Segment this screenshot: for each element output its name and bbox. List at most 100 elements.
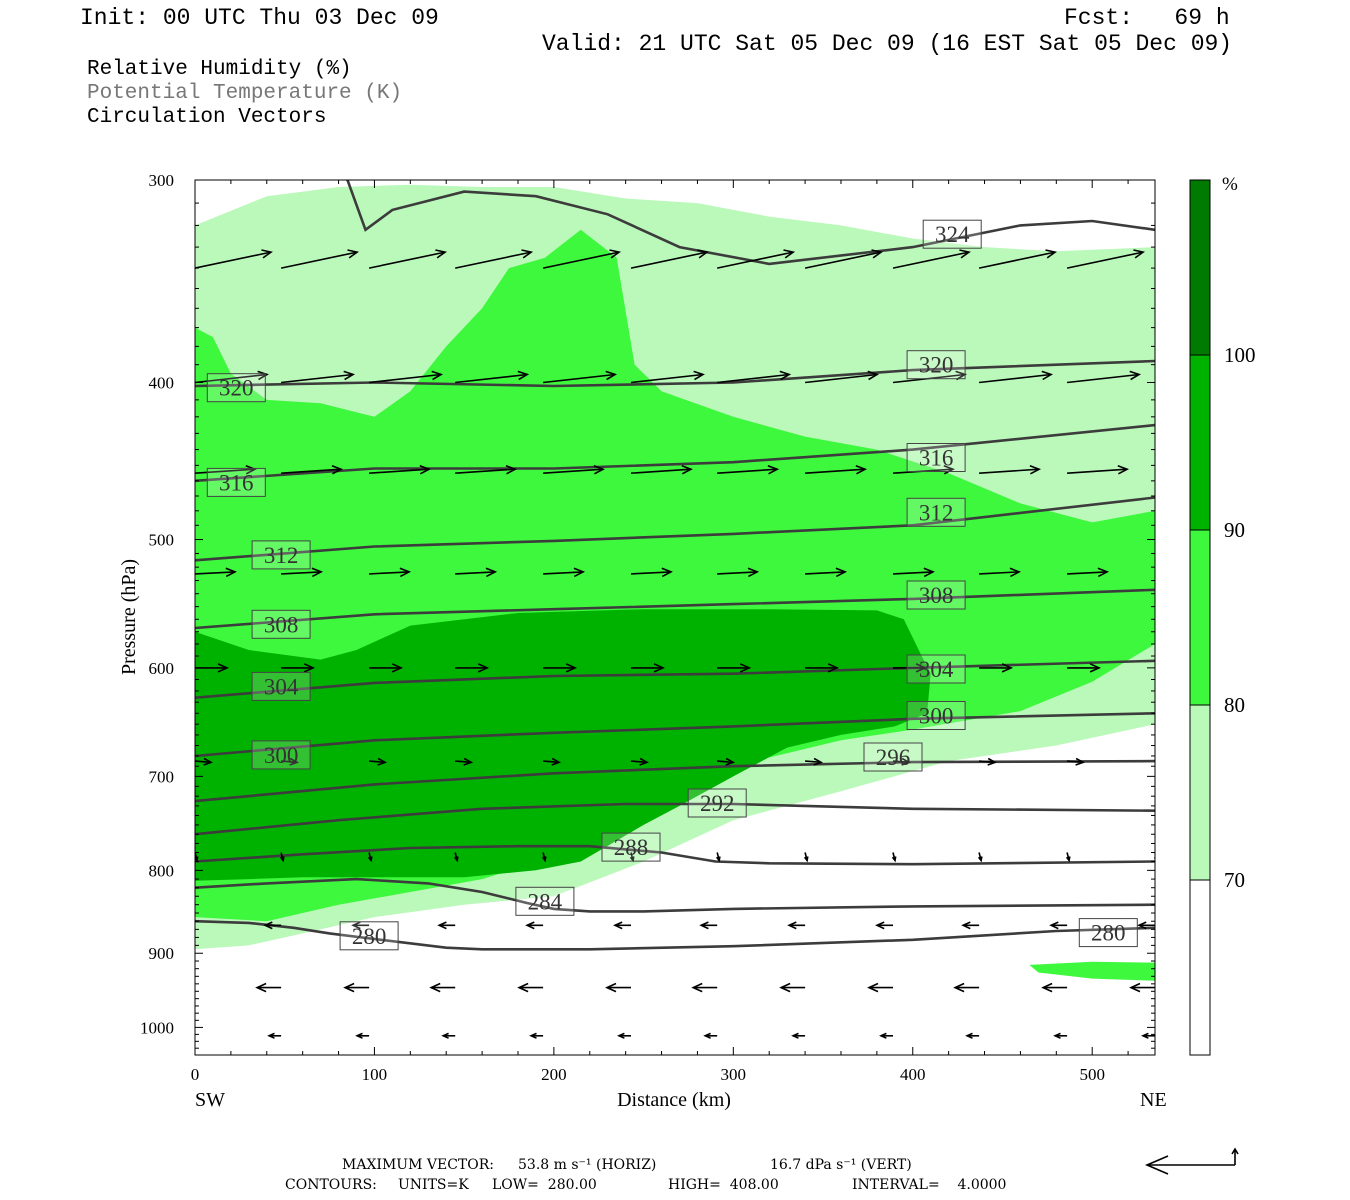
colorbar-swatch xyxy=(1189,354,1211,531)
contour-label-324: 324 xyxy=(922,219,982,249)
theta-contour-300 xyxy=(195,712,1155,758)
svg-text:300: 300 xyxy=(919,704,954,729)
circulation-vector xyxy=(1129,982,1155,993)
circulation-vector xyxy=(525,921,544,930)
svg-text:316: 316 xyxy=(219,470,254,495)
circulation-vector xyxy=(978,249,1058,269)
circulation-vector xyxy=(369,757,388,766)
circulation-vector xyxy=(630,567,673,578)
circulation-vector xyxy=(779,982,806,993)
colorbar-swatch xyxy=(1189,179,1211,356)
circulation-vector xyxy=(255,982,282,993)
plot-area xyxy=(183,180,1155,1055)
svg-text:288: 288 xyxy=(614,835,649,860)
colorbar-swatch xyxy=(1189,704,1211,881)
circulation-vector xyxy=(1067,663,1102,673)
circulation-vector xyxy=(1067,757,1086,766)
circulation-vector xyxy=(1067,567,1110,578)
y-tick-label: 700 xyxy=(149,767,175,786)
contour-label-304: 304 xyxy=(251,671,311,701)
x-axis-label: Distance (km) xyxy=(617,1089,731,1111)
colorbar: 100 90 80 70 xyxy=(1189,179,1256,1056)
contour-label-292: 292 xyxy=(687,788,747,818)
svg-text:292: 292 xyxy=(700,791,735,816)
svg-text:296: 296 xyxy=(876,745,911,770)
legend-vectors: Circulation Vectors xyxy=(87,106,327,129)
circulation-vector xyxy=(1049,921,1068,930)
svg-text:320: 320 xyxy=(919,353,954,378)
colorbar-tick-label: 100 xyxy=(1224,343,1256,367)
theta-contour-296 xyxy=(195,759,1155,803)
theta-contour-292 xyxy=(195,802,1155,836)
circulation-vector xyxy=(805,464,868,475)
circulation-vector xyxy=(195,567,237,578)
theta-contour-312 xyxy=(195,496,1155,562)
circulation-vector xyxy=(351,921,370,930)
x-tick-label: 0 xyxy=(191,1065,200,1084)
circulation-vector xyxy=(961,921,980,930)
legend-rh: Relative Humidity (%) xyxy=(87,58,352,81)
reference-vector-icon xyxy=(1144,1147,1239,1175)
circulation-vector xyxy=(717,370,792,384)
colorbar-tick-label: 70 xyxy=(1224,868,1245,892)
footer-max-vector-vert: 16.7 dPa s⁻¹ (VERT) xyxy=(770,1157,912,1173)
x-tick-label: 500 xyxy=(1079,1065,1105,1084)
circulation-vector xyxy=(867,982,893,993)
y-tick-label: 300 xyxy=(149,171,175,190)
contour-label-312: 312 xyxy=(251,540,311,570)
circulation-vector xyxy=(1041,982,1068,993)
svg-text:308: 308 xyxy=(264,612,299,637)
circulation-vector xyxy=(703,1032,718,1039)
footer-contours-high: HIGH= 408.00 xyxy=(668,1177,779,1193)
x-end-right-label: NE xyxy=(1140,1089,1167,1111)
circulation-vector xyxy=(543,567,586,578)
circulation-vector xyxy=(441,1032,456,1039)
circulation-vector xyxy=(195,757,213,766)
x-tick-label: 200 xyxy=(541,1065,567,1084)
circulation-vector xyxy=(355,1032,370,1039)
svg-text:320: 320 xyxy=(219,376,254,401)
circulation-vector xyxy=(805,370,880,384)
contour-label-288: 288 xyxy=(601,832,661,862)
contour-label-300: 300 xyxy=(906,701,966,730)
circulation-vector xyxy=(195,249,273,269)
theta-contour-308 xyxy=(195,588,1155,630)
circulation-vector xyxy=(803,852,809,863)
circulation-vector xyxy=(281,663,316,673)
contour-label-280: 280 xyxy=(339,921,399,951)
circulation-vector xyxy=(281,567,324,578)
circulation-vector xyxy=(892,567,935,578)
circulation-vector xyxy=(1141,1032,1155,1039)
circulation-vector xyxy=(429,982,456,993)
circulation-vector xyxy=(368,249,448,269)
circulation-vector xyxy=(717,567,760,578)
circulation-vector xyxy=(437,921,456,930)
circulation-vector xyxy=(543,663,578,673)
contour-label-320: 320 xyxy=(906,350,966,380)
circulation-vector xyxy=(281,370,356,384)
x-tick-label: 100 xyxy=(362,1065,388,1084)
circulation-vector xyxy=(183,1033,195,1038)
circulation-vector xyxy=(691,982,718,993)
circulation-vector xyxy=(280,249,360,269)
theta-contour-316 xyxy=(195,423,1155,483)
circulation-vector xyxy=(455,757,474,766)
circulation-vector xyxy=(965,1032,980,1039)
contour-label-316: 316 xyxy=(206,467,266,497)
circulation-vector xyxy=(369,663,404,673)
rh-region-80 xyxy=(1029,961,1155,981)
svg-text:308: 308 xyxy=(919,583,954,608)
circulation-vector xyxy=(263,921,282,930)
circulation-vector xyxy=(455,370,530,384)
x-end-left-label: SW xyxy=(195,1089,225,1111)
circulation-vector xyxy=(281,757,300,766)
plot-frame xyxy=(194,179,1156,1056)
contour-label-308: 308 xyxy=(906,580,966,610)
circulation-vector xyxy=(1067,370,1142,384)
colorbar-swatch xyxy=(1189,529,1211,706)
circulation-vector xyxy=(804,249,884,269)
y-axis-label: Pressure (hPa) xyxy=(118,559,140,675)
legend-theta: Potential Temperature (K) xyxy=(87,82,403,105)
circulation-vector xyxy=(979,567,1022,578)
circulation-vector xyxy=(529,1032,544,1039)
